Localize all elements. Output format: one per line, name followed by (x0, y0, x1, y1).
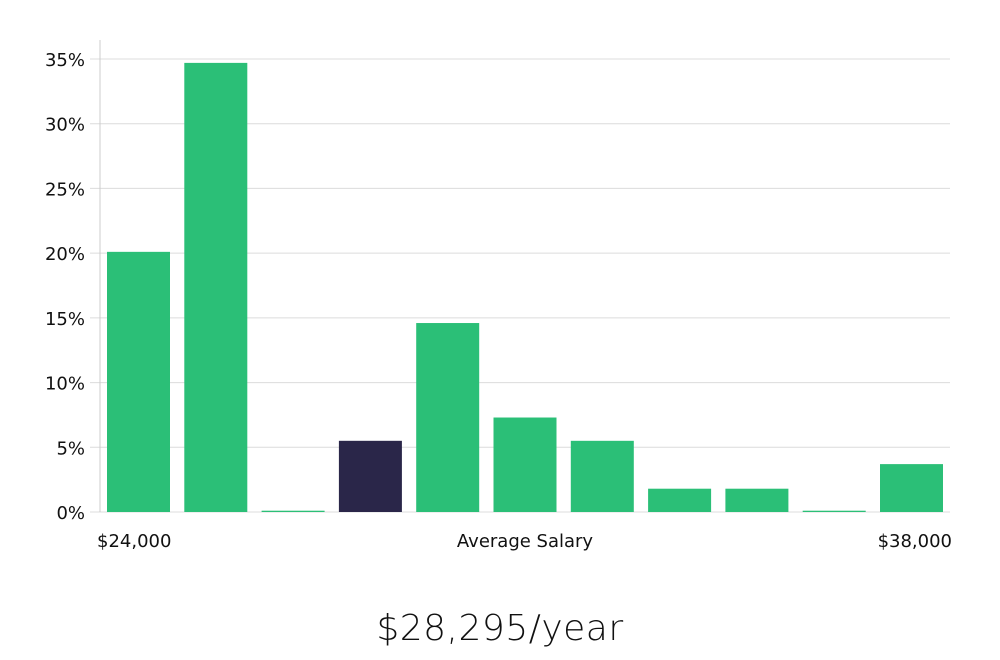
bar (107, 251, 170, 512)
y-tick-label: 25% (45, 179, 85, 200)
bar (570, 440, 634, 512)
bar (184, 62, 248, 512)
bar (880, 464, 943, 512)
salary-histogram: 0% 5% 10% 15% 20% 25% 30% 35% $24,000 Average S… (45, 40, 952, 552)
y-tick-label: 10% (45, 374, 85, 395)
bar (802, 510, 866, 512)
y-tick-label: 30% (45, 115, 85, 136)
y-tick-label: 35% (45, 50, 85, 71)
y-tick-label: 5% (56, 438, 85, 459)
x-axis-title: Average Salary (457, 531, 594, 552)
bars (107, 62, 943, 512)
y-axis-tick-labels: 0% 5% 10% 15% 20% 25% 30% 35% (45, 50, 85, 524)
bar (493, 417, 557, 512)
y-tick-label: 20% (45, 244, 85, 265)
bar (416, 323, 480, 512)
bar (648, 488, 712, 512)
y-tick-label: 15% (45, 309, 85, 330)
x-axis-min-label: $24,000 (97, 531, 171, 552)
y-tick-label: 0% (56, 503, 85, 524)
average-salary-value: $28,295/year (376, 608, 624, 649)
x-axis-max-label: $38,000 (878, 531, 952, 552)
bar (725, 488, 789, 512)
bar-highlighted (338, 440, 402, 512)
bar (261, 510, 325, 512)
